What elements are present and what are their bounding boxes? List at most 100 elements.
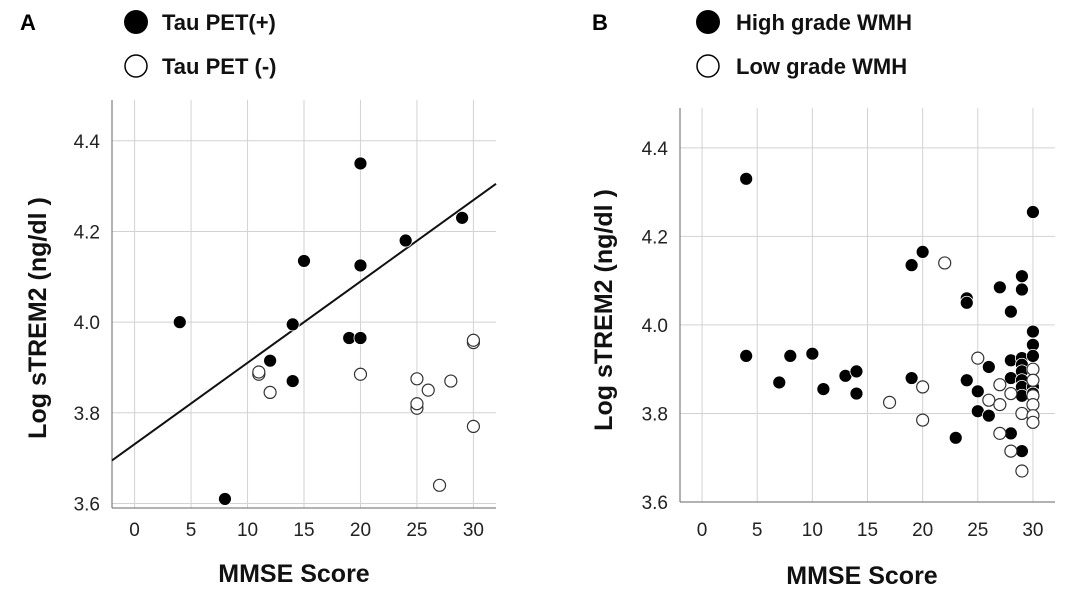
filled-data-point xyxy=(739,349,754,363)
x-tick-label: 15 xyxy=(293,520,314,541)
open-data-point xyxy=(263,385,277,399)
axes-a xyxy=(111,100,496,509)
data-points-b xyxy=(739,171,1040,478)
y-tick-label: 3.6 xyxy=(642,493,668,514)
filled-data-point xyxy=(981,360,996,374)
x-tick-label: 30 xyxy=(463,520,484,541)
x-tick-label: 30 xyxy=(1022,520,1043,541)
x-axis-title-a: MMSE Score xyxy=(218,560,370,588)
filled-data-point xyxy=(739,171,754,186)
open-data-point xyxy=(1026,362,1040,376)
legend-marker-filled-b xyxy=(696,10,720,34)
legend-label-b-0: High grade WMH xyxy=(736,10,912,35)
filled-data-point xyxy=(981,408,996,423)
filled-data-point xyxy=(915,244,930,259)
filled-data-point xyxy=(992,280,1007,295)
y-tick-label: 3.8 xyxy=(642,404,668,425)
y-tick-label: 4.0 xyxy=(642,316,668,337)
open-data-point xyxy=(993,378,1007,392)
y-tick-label: 3.8 xyxy=(74,404,100,425)
legend-marker-open-b xyxy=(696,54,720,78)
filled-data-point xyxy=(959,295,974,310)
panel-label-b: B xyxy=(592,10,608,35)
x-axis-title-b: MMSE Score xyxy=(786,562,938,590)
x-tick-label: 5 xyxy=(186,520,197,541)
open-data-point xyxy=(353,367,368,381)
filled-data-point xyxy=(1026,349,1040,363)
y-axis-title-a: Log sTREM2 (ng/dl ) xyxy=(24,197,52,439)
filled-data-point xyxy=(1003,304,1018,319)
filled-data-point xyxy=(1015,269,1029,284)
legend-b: High grade WMH Low grade WMH xyxy=(696,10,912,79)
filled-data-point xyxy=(263,353,278,368)
open-data-point xyxy=(916,413,930,427)
y-tick-label: 4.0 xyxy=(74,313,100,334)
filled-data-point xyxy=(849,386,864,401)
open-data-point xyxy=(444,374,458,388)
filled-data-point xyxy=(455,210,470,225)
open-data-point xyxy=(993,398,1007,412)
grid-b xyxy=(680,108,1055,503)
filled-data-point xyxy=(783,349,798,363)
y-tick-label: 4.4 xyxy=(642,139,669,160)
filled-data-point xyxy=(285,317,300,332)
legend-label-b-1: Low grade WMH xyxy=(736,54,907,79)
legend-marker-filled-a xyxy=(124,10,148,34)
open-data-point xyxy=(1004,386,1018,401)
x-tick-label: 0 xyxy=(129,520,140,541)
filled-data-point xyxy=(970,384,985,399)
y-tick-labels-b: 3.6 3.8 4.0 4.2 4.4 xyxy=(642,139,669,514)
open-data-point xyxy=(466,419,481,433)
panel-label-a: A xyxy=(20,10,36,35)
x-tick-labels-b: 0 5 10 15 20 25 30 xyxy=(697,520,1044,541)
y-axis-title-b: Log sTREM2 (ng/dl ) xyxy=(590,189,618,431)
y-tick-labels-a: 3.6 3.8 4.0 4.2 4.4 xyxy=(74,132,101,516)
filled-data-point xyxy=(816,382,831,397)
x-tick-label: 5 xyxy=(752,520,763,541)
open-data-point xyxy=(916,380,930,394)
open-data-point xyxy=(971,351,985,365)
open-data-point xyxy=(421,383,435,397)
open-data-point xyxy=(410,372,424,386)
filled-data-point xyxy=(285,374,300,388)
filled-data-point xyxy=(904,371,919,385)
filled-data-point xyxy=(172,315,187,330)
open-data-point xyxy=(1026,373,1040,387)
open-data-point xyxy=(993,426,1007,440)
open-data-point xyxy=(1026,415,1040,429)
x-tick-label: 20 xyxy=(350,520,371,541)
y-tick-label: 4.4 xyxy=(74,132,101,153)
x-tick-label: 25 xyxy=(406,520,427,541)
open-data-point xyxy=(432,478,447,492)
y-tick-label: 4.2 xyxy=(642,227,668,248)
regression-line-a xyxy=(111,183,497,462)
filled-data-point xyxy=(1026,205,1040,219)
legend-label-a-0: Tau PET(+) xyxy=(162,10,276,35)
filled-data-point xyxy=(353,156,368,171)
open-data-point xyxy=(1015,406,1029,421)
filled-data-point xyxy=(218,492,232,506)
filled-data-point xyxy=(297,254,311,268)
x-tick-label: 25 xyxy=(967,520,988,541)
x-tick-label: 15 xyxy=(857,520,878,541)
filled-data-point xyxy=(398,233,413,248)
open-data-point xyxy=(466,333,481,347)
y-tick-label: 4.2 xyxy=(74,222,100,243)
filled-data-point xyxy=(805,346,820,361)
filled-data-point xyxy=(1015,282,1029,297)
legend-marker-open-a xyxy=(124,54,148,78)
legend-label-a-1: Tau PET (-) xyxy=(162,54,276,79)
x-tick-label: 20 xyxy=(912,520,933,541)
filled-data-point xyxy=(904,258,919,273)
legend-a: Tau PET(+) Tau PET (-) xyxy=(124,10,276,79)
filled-data-point xyxy=(1026,324,1040,339)
x-tick-label: 10 xyxy=(237,520,258,541)
panel-a: A Tau PET(+) Tau PET (-) 0 5 10 15 20 25 30 3.… xyxy=(20,10,497,588)
open-data-point xyxy=(1004,444,1018,458)
open-data-point xyxy=(982,393,996,407)
data-points-a xyxy=(172,156,481,506)
open-data-point xyxy=(1015,464,1029,478)
filled-data-point xyxy=(772,375,787,390)
open-data-point xyxy=(1026,398,1040,412)
